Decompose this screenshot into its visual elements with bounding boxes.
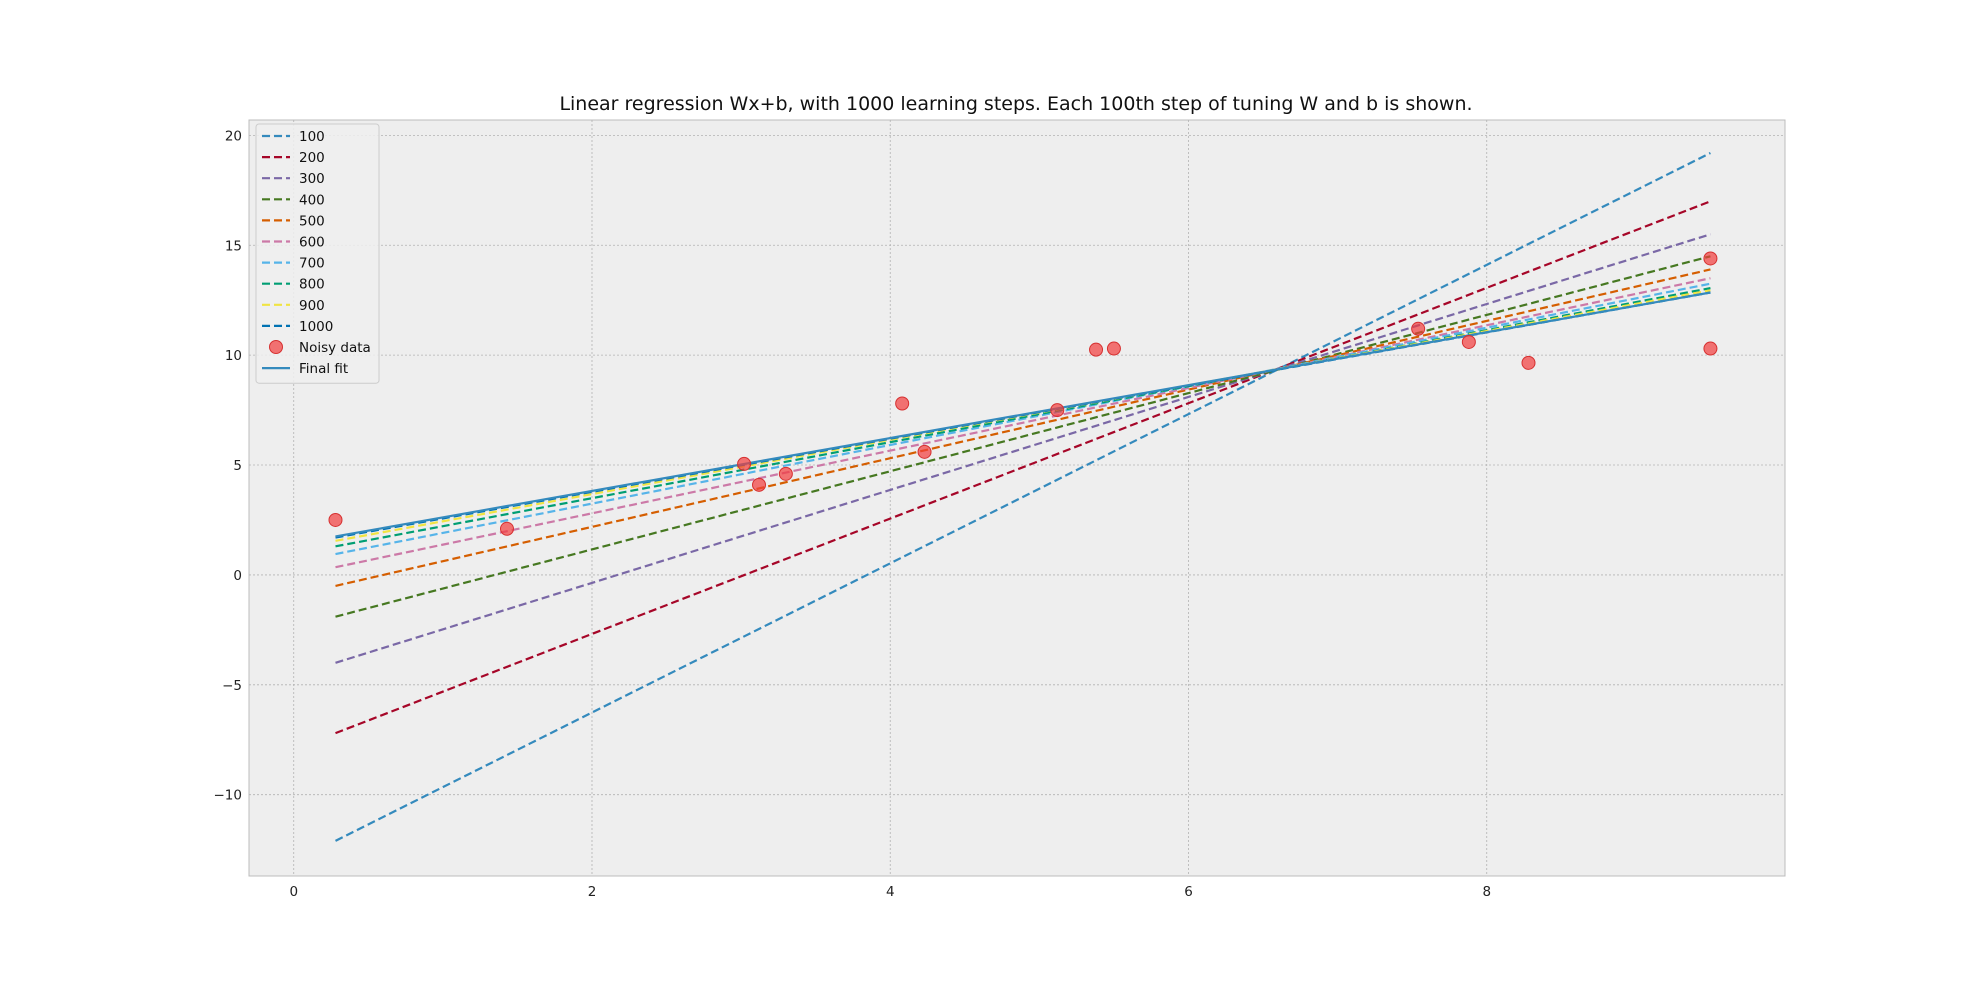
x-tick-label: 6 <box>1184 884 1193 900</box>
series-line-700 <box>335 282 1711 556</box>
data-point <box>895 396 910 411</box>
data-point <box>1461 334 1476 349</box>
series-line-400 <box>335 255 1711 618</box>
data-point <box>1089 342 1104 357</box>
y-tick-label: 0 <box>233 568 242 584</box>
x-tick-label: 0 <box>289 884 298 900</box>
data-point <box>1411 321 1426 336</box>
legend-label: 1000 <box>299 319 333 335</box>
legend-label: 200 <box>299 150 325 166</box>
data-point <box>1050 403 1065 418</box>
legend-swatch <box>269 340 283 354</box>
data-point <box>1521 355 1536 370</box>
y-tick-label: 15 <box>225 238 242 254</box>
series-line-100 <box>335 151 1711 842</box>
series-line-500 <box>335 268 1711 587</box>
data-point <box>499 521 514 536</box>
legend-label: 800 <box>299 277 325 293</box>
y-tick-label: 10 <box>225 348 242 364</box>
axis-ticks: 0 2 4 6 8 −10 −5 0 5 10 15 20 <box>214 128 1492 900</box>
scatter-points <box>328 251 1718 536</box>
legend-label: Noisy data <box>299 340 371 356</box>
x-tick-label: 8 <box>1482 884 1491 900</box>
data-point <box>917 444 932 459</box>
series-lines <box>335 151 1711 842</box>
data-point <box>1703 251 1718 266</box>
y-tick-label: 20 <box>225 128 242 144</box>
x-tick-label: 4 <box>886 884 895 900</box>
data-point <box>752 477 767 492</box>
data-point <box>1703 341 1718 356</box>
chart-title: Linear regression Wx+b, with 1000 learni… <box>559 93 1472 115</box>
legend-label: 100 <box>299 129 325 145</box>
legend-label: 400 <box>299 192 325 208</box>
legend-label: Final fit <box>299 361 348 377</box>
x-tick-label: 2 <box>588 884 597 900</box>
series-line-300 <box>335 233 1711 664</box>
plot-background <box>248 119 1786 877</box>
grid <box>249 120 1785 876</box>
data-point <box>328 512 343 527</box>
legend-label: 900 <box>299 298 325 314</box>
legend: 100 200 300 400 500 600 700 800 900 1000 Noisy dat… <box>255 123 380 384</box>
data-point <box>737 456 752 471</box>
series-line-final-fit <box>335 291 1711 538</box>
legend-box <box>255 123 380 384</box>
legend-label: 300 <box>299 171 325 187</box>
legend-label: 500 <box>299 213 325 229</box>
series-line-600 <box>335 277 1711 569</box>
data-point <box>778 466 793 481</box>
series-line-200 <box>335 200 1711 735</box>
y-tick-label: −5 <box>222 678 242 694</box>
y-tick-label: 5 <box>233 458 242 474</box>
data-point <box>1106 341 1121 356</box>
legend-label: 700 <box>299 256 325 272</box>
y-tick-label: −10 <box>214 788 243 804</box>
legend-label: 600 <box>299 235 325 251</box>
